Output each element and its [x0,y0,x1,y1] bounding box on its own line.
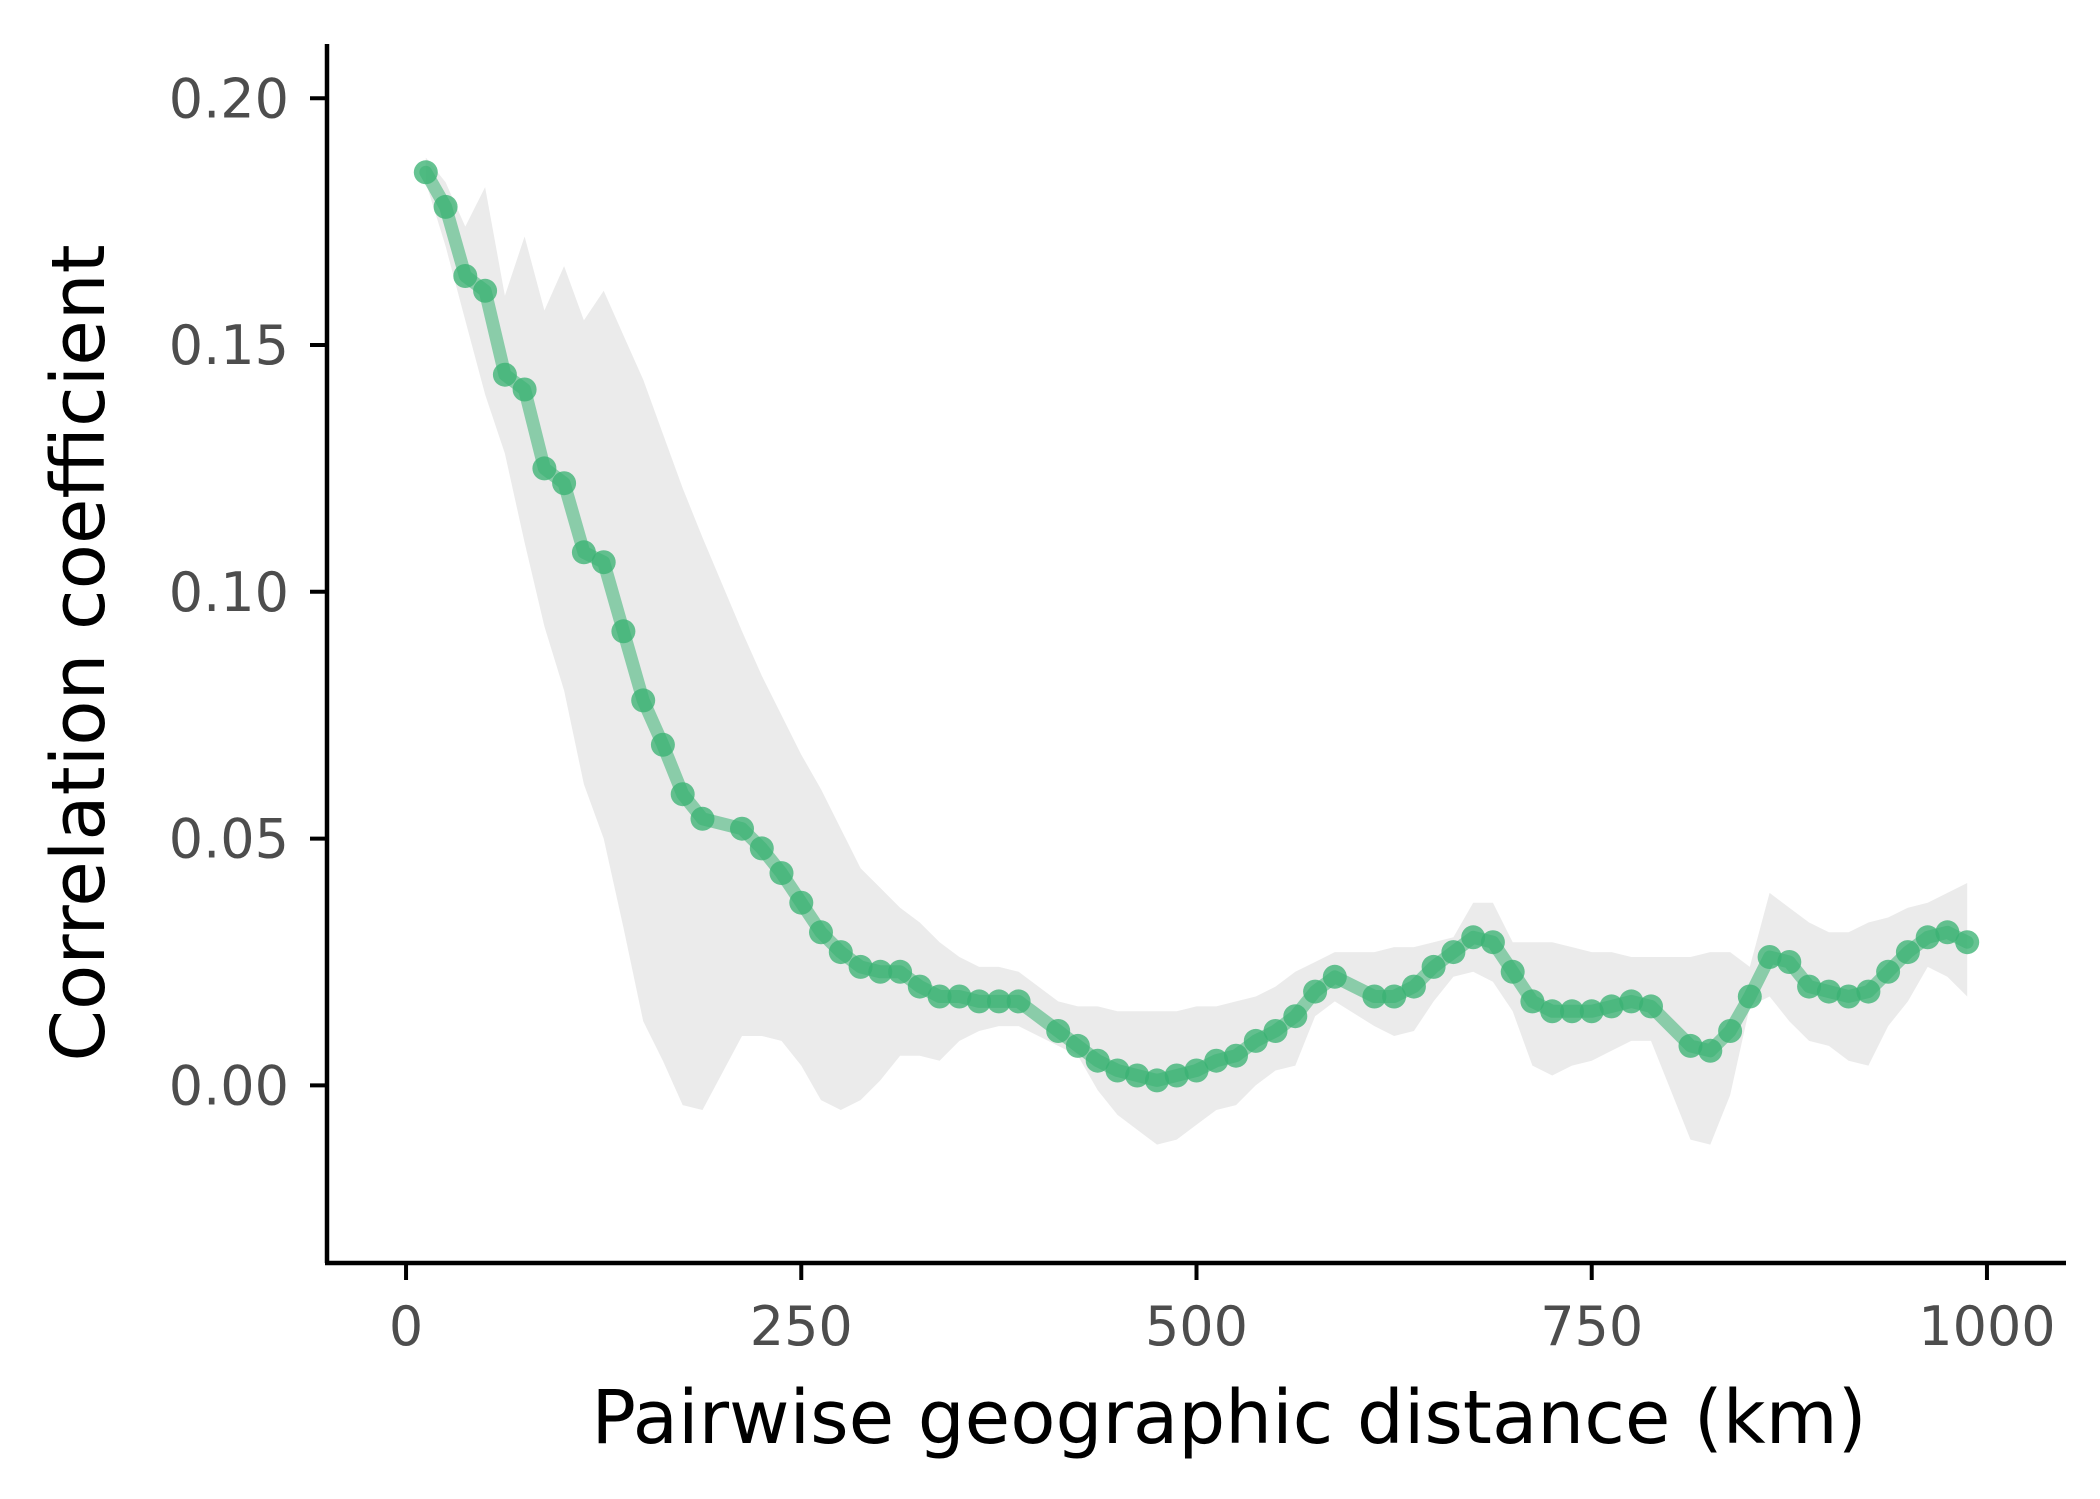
data-point [1718,1019,1743,1043]
data-point [1006,989,1031,1014]
data-point [1145,1068,1169,1093]
data-point [947,984,972,1009]
data-point [1520,989,1545,1014]
data-point [1560,999,1584,1024]
data-point [1382,984,1407,1009]
data-point [413,160,438,185]
data-point [690,806,715,831]
data-point [1085,1048,1110,1073]
x-tick-label: 500 [1145,1295,1248,1358]
data-point [1461,925,1486,950]
data-point [868,959,893,984]
data-point [1401,974,1426,999]
data-point [828,940,853,965]
y-tick-label: 0.15 [169,314,289,377]
data-point [907,974,932,999]
data-point [1480,930,1505,955]
x-tick-label: 0 [389,1295,423,1358]
axes-layer: 0 250 500 750 1000 0.00 0.05 0.10 0.15 0.20 [169,44,2066,1358]
data-point [1876,959,1901,984]
data-point [1441,940,1466,965]
data-point [650,732,675,757]
data-point [473,278,498,303]
data-point [512,377,537,402]
data-point [1046,1019,1071,1043]
data-point [809,920,833,945]
data-point [591,550,616,575]
data-point [1698,1038,1723,1063]
data-point [1737,984,1762,1009]
data-point [1125,1063,1150,1088]
data-point [1797,974,1822,999]
data-point [1935,920,1960,945]
data-point [1915,925,1940,950]
data-point [532,456,557,481]
data-point [571,540,596,565]
data-point [1105,1058,1130,1083]
x-tick-label: 750 [1540,1295,1643,1358]
confidence-band-layer [425,157,1968,1145]
data-point [927,984,952,1009]
data-point [1816,979,1841,1004]
data-point [611,619,636,644]
confidence-band [425,157,1968,1145]
series-points-layer [413,160,1980,1093]
data-point [1540,999,1565,1024]
data-point [1895,940,1920,965]
x-axis-title: Pairwise geographic distance (km) [591,1375,1866,1461]
data-point [1678,1033,1703,1058]
data-point [433,194,458,219]
data-point [1164,1063,1189,1088]
data-point [967,989,992,1014]
data-point [1322,964,1347,989]
data-point [986,989,1011,1014]
data-point [492,362,517,387]
x-tick-label: 250 [750,1295,853,1358]
data-point [1500,959,1525,984]
data-point [1303,979,1328,1004]
y-tick-label: 0.00 [169,1054,289,1117]
data-point [789,890,814,915]
data-point [1243,1028,1268,1053]
data-point [749,836,774,861]
data-point [1836,984,1861,1009]
data-point [730,816,754,841]
data-point [453,264,478,288]
data-point [1283,1004,1308,1029]
data-point [631,688,656,713]
data-point [1184,1058,1209,1083]
y-tick-label: 0.05 [169,808,289,871]
data-point [1065,1033,1090,1058]
data-point [1955,930,1980,955]
y-tick-label: 0.10 [169,561,289,624]
data-point [552,471,577,496]
data-point [1856,979,1881,1004]
data-point [1224,1043,1248,1068]
data-point [1599,994,1624,1019]
data-point [848,954,873,979]
data-point [888,959,913,984]
x-tick-label: 1000 [1918,1295,2055,1358]
data-point [1639,994,1663,1019]
data-point [1619,989,1644,1014]
data-point [1362,984,1387,1009]
data-point [1263,1019,1288,1043]
y-axis-title: Correlation coefficient [36,244,122,1061]
data-point [1204,1048,1229,1073]
data-point [1757,945,1782,969]
data-point [670,782,695,807]
data-point [769,861,794,886]
y-tick-label: 0.20 [169,67,289,130]
data-point [1579,999,1604,1024]
data-point [1421,954,1446,979]
data-point [1777,950,1802,974]
